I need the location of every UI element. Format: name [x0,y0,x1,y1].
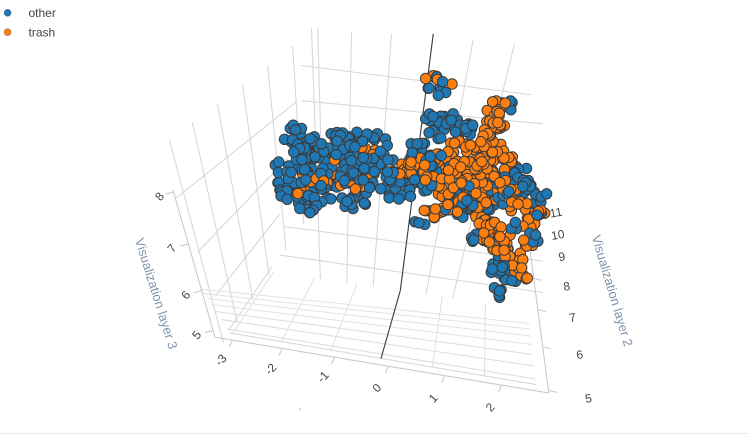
svg-text:8: 8 [562,279,571,294]
svg-text:trash: trash [29,25,56,39]
svg-text:6: 6 [575,347,584,362]
svg-text:9: 9 [557,249,566,264]
svg-text:7: 7 [568,310,577,325]
svg-text:other: other [29,6,56,20]
svg-text:5: 5 [584,391,593,406]
svg-text:11: 11 [549,205,564,221]
svg-text:10: 10 [550,227,566,243]
